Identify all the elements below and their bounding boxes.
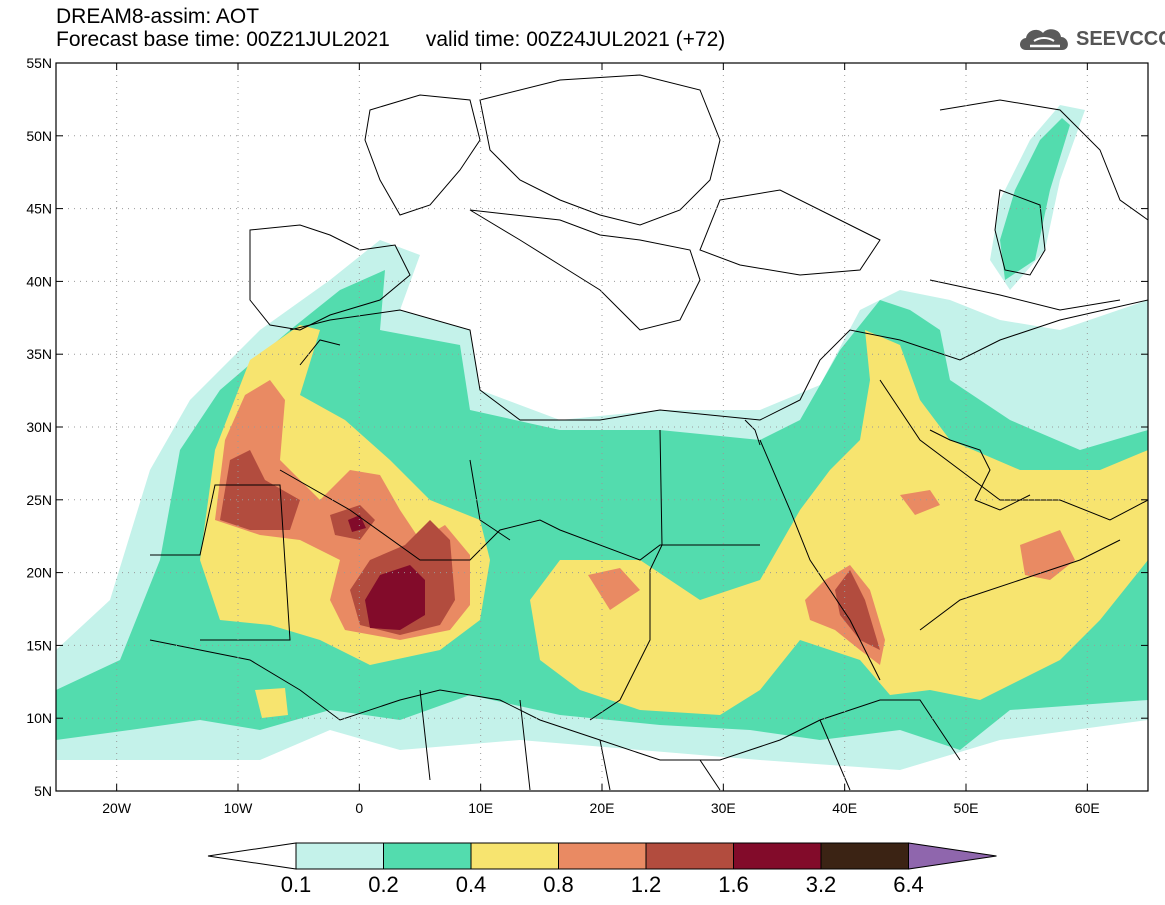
colorbar-segment <box>733 842 822 870</box>
aot-level-1.2 <box>835 570 880 650</box>
lon-tick-label: 20E <box>590 800 615 816</box>
grid-lines <box>56 63 1148 791</box>
colorbar-label: 0.4 <box>456 872 487 897</box>
aot-level-1.2 <box>220 450 300 530</box>
aot-level-1.6 <box>365 565 425 630</box>
lat-tick-label: 55N <box>26 55 52 71</box>
lon-tick-label: 20W <box>102 800 132 816</box>
colorbar-label: 0.1 <box>281 872 312 897</box>
valid-time: valid time: 00Z24JUL2021 (+72) <box>425 28 726 51</box>
axis-ticks: 55N 50N 45N 40N 35N 30N 25N 20N 15N 10N 5N 20W 10W 0 1… <box>26 55 1148 816</box>
colorbar-label: 6.4 <box>893 872 924 897</box>
lon-tick-label: 10W <box>224 800 254 816</box>
colorbar-segment <box>383 842 472 870</box>
lon-tick-label: 40E <box>832 800 857 816</box>
base-time: Forecast base time: 00Z21JUL2021 <box>56 28 390 51</box>
colorbar-segment <box>295 842 384 870</box>
colorbar-high-arrow <box>908 842 997 870</box>
lon-tick-label: 30E <box>711 800 736 816</box>
lat-tick-label: 50N <box>26 128 52 144</box>
map-title: DREAM8-assim: AOT <box>56 5 260 28</box>
colorbar-label: 3.2 <box>806 872 837 897</box>
lon-tick-label: 60E <box>1075 800 1100 816</box>
colorbar-segment <box>470 842 559 870</box>
aot-level-0.2 <box>1000 118 1070 280</box>
colorbar-label: 1.2 <box>631 872 662 897</box>
colorbar-segment <box>820 842 909 870</box>
cloud-logo-icon <box>1020 29 1068 50</box>
logo-text: SEEVCCC <box>1076 28 1165 50</box>
time-info: Forecast base time: 00Z21JUL2021 valid ti… <box>56 29 725 51</box>
country-borders <box>149 74 1148 791</box>
seevccc-logo: SEEVCCC <box>1016 22 1165 58</box>
lon-tick-label: 10E <box>468 800 493 816</box>
colorbar-segment <box>645 842 734 870</box>
aot-level-0.4 <box>255 688 288 718</box>
lat-tick-label: 35N <box>26 346 52 362</box>
lat-tick-label: 30N <box>26 419 52 435</box>
lat-tick-label: 25N <box>26 492 52 508</box>
lat-tick-label: 45N <box>26 201 52 217</box>
lon-tick-label: 0 <box>355 800 363 816</box>
aot-level-0.8 <box>1020 530 1075 580</box>
aot-level-1.6 <box>348 515 366 532</box>
lon-tick-label: 50E <box>954 800 979 816</box>
colorbar-label: 0.2 <box>368 872 399 897</box>
colorbar-label: 1.6 <box>718 872 749 897</box>
lat-tick-label: 10N <box>26 710 52 726</box>
lat-tick-label: 20N <box>26 565 52 581</box>
aot-level-0.8 <box>588 568 640 610</box>
aot-level-0.8 <box>900 490 940 515</box>
colorbar: 0.1 0.2 0.4 0.8 1.2 1.6 3.2 6.4 <box>207 842 997 897</box>
colorbar-label: 0.8 <box>543 872 574 897</box>
lat-tick-label: 5N <box>34 783 52 799</box>
colorbar-segment <box>558 842 647 870</box>
aot-level-0.4 <box>530 330 1148 715</box>
lat-tick-label: 15N <box>26 637 52 653</box>
lat-tick-label: 40N <box>26 273 52 289</box>
colorbar-low-arrow <box>207 842 297 870</box>
